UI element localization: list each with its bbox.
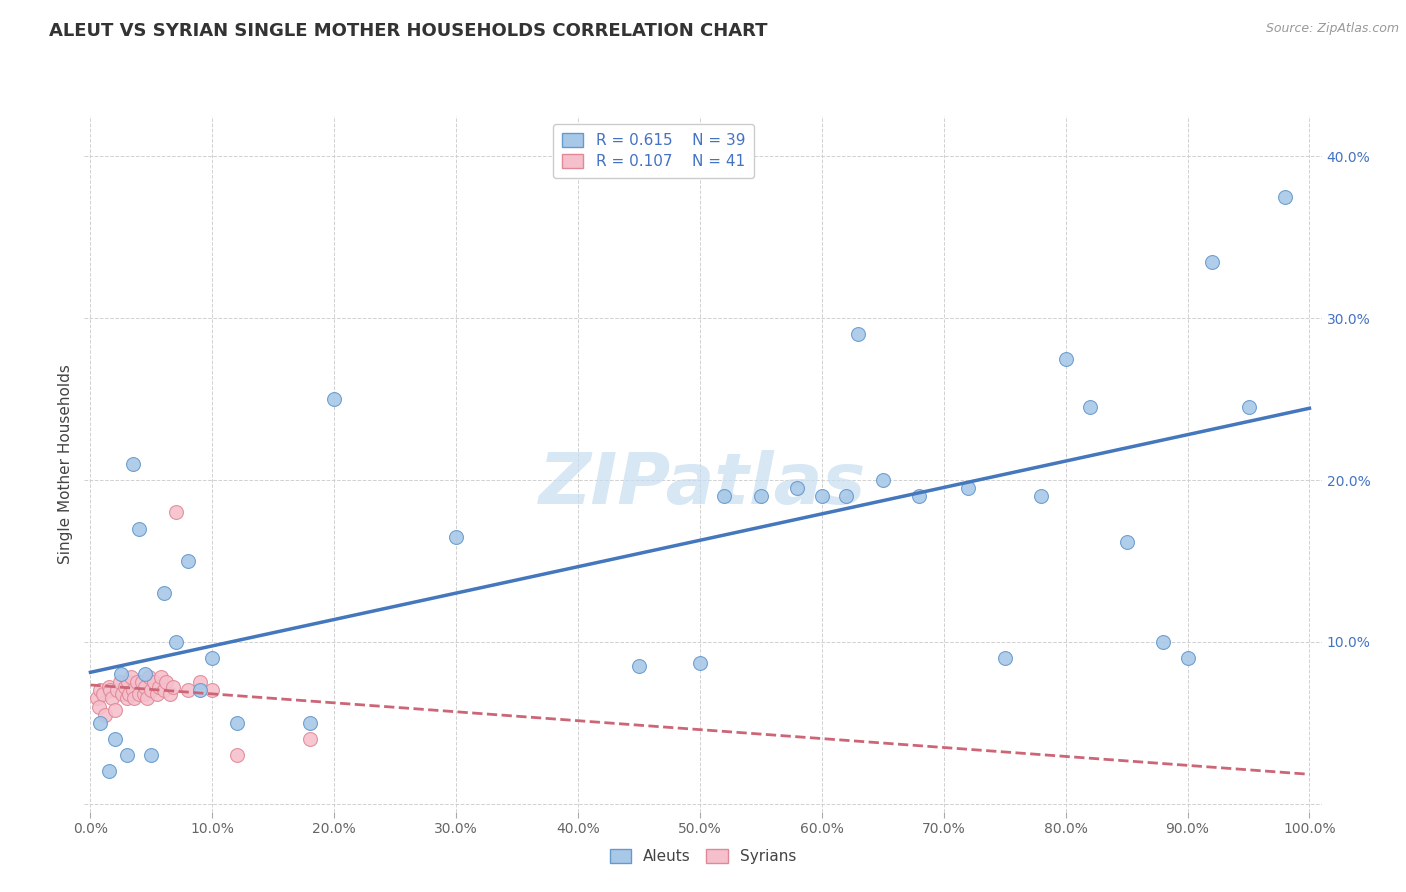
Point [152,586,174,600]
Point [122,683,145,698]
Point [835,489,858,503]
Point [165,635,187,649]
Point [118,687,141,701]
Point [141,748,163,763]
Point [159,687,181,701]
Point [94,707,117,722]
Point [132,687,155,701]
Point [188,683,211,698]
Point [117,675,139,690]
Point [86,691,108,706]
Point [152,683,174,698]
Point [1031,489,1053,503]
Point [1274,190,1296,204]
Point [177,683,200,698]
Point [131,675,153,690]
Point [786,481,808,495]
Point [994,651,1017,665]
Point [811,489,834,503]
Point [115,691,138,706]
Point [298,715,321,730]
Point [177,554,200,568]
Point [89,715,111,730]
Point [91,687,114,701]
Point [1177,651,1199,665]
Point [104,703,127,717]
Point [162,680,184,694]
Point [148,680,170,694]
Point [150,670,173,684]
Point [201,651,224,665]
Point [104,731,127,746]
Point [135,691,157,706]
Point [128,687,150,701]
Point [1078,401,1101,415]
Point [155,675,177,690]
Point [1201,254,1223,268]
Text: ALEUT VS SYRIAN SINGLE MOTHER HOUSEHOLDS CORRELATION CHART: ALEUT VS SYRIAN SINGLE MOTHER HOUSEHOLDS… [49,22,768,40]
Point [138,670,160,684]
Point [142,675,165,690]
Point [122,457,145,471]
Point [848,327,870,342]
Point [105,683,128,698]
Point [111,687,134,701]
Point [188,675,211,690]
Point [125,675,148,690]
Point [165,505,187,519]
Point [146,687,169,701]
Point [141,683,163,698]
Y-axis label: Single Mother Households: Single Mother Households [58,364,73,564]
Point [908,489,931,503]
Point [134,667,156,681]
Point [101,691,124,706]
Point [108,675,131,690]
Point [201,683,224,698]
Point [128,522,150,536]
Point [110,667,132,681]
Point [89,683,111,698]
Legend: Aleuts, Syrians: Aleuts, Syrians [603,842,803,871]
Point [225,748,247,763]
Point [87,699,110,714]
Point [298,731,321,746]
Point [323,392,346,406]
Point [1237,401,1260,415]
Point [97,764,120,779]
Point [957,481,980,495]
Text: ZIPatlas: ZIPatlas [540,450,866,519]
Point [689,656,711,670]
Point [115,748,138,763]
Point [124,691,146,706]
Point [120,670,142,684]
Point [444,530,467,544]
Point [114,680,136,694]
Point [713,489,735,503]
Point [134,680,156,694]
Point [97,680,120,694]
Text: Source: ZipAtlas.com: Source: ZipAtlas.com [1265,22,1399,36]
Point [627,659,650,673]
Point [98,683,121,698]
Point [1152,635,1174,649]
Point [1115,534,1137,549]
Point [225,715,247,730]
Point [1054,351,1077,366]
Point [872,473,894,487]
Point [749,489,772,503]
